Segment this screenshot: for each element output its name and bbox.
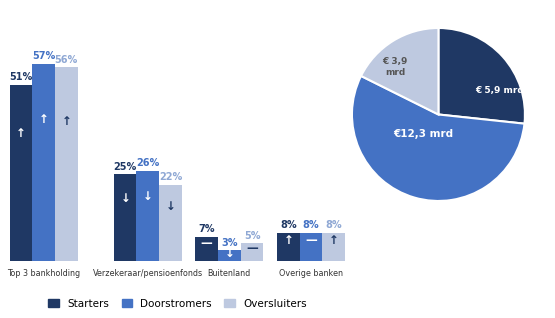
- Text: ↑: ↑: [283, 234, 293, 247]
- Text: 56%: 56%: [54, 55, 78, 65]
- Text: ↑: ↑: [16, 128, 26, 141]
- Text: ↓: ↓: [165, 200, 175, 212]
- Text: ↑: ↑: [61, 115, 71, 128]
- Text: 22%: 22%: [159, 172, 182, 182]
- Text: ↓: ↓: [143, 190, 153, 203]
- Text: 26%: 26%: [136, 158, 159, 168]
- Text: 8%: 8%: [302, 220, 319, 230]
- Text: € 3,9
mrd: € 3,9 mrd: [382, 57, 408, 77]
- Bar: [195, 237, 218, 261]
- Text: 3%: 3%: [221, 238, 238, 248]
- Text: —: —: [246, 242, 258, 255]
- Text: Buitenland: Buitenland: [208, 269, 251, 278]
- Bar: [218, 250, 241, 261]
- Text: € 5,9 mrd: € 5,9 mrd: [475, 86, 523, 95]
- Bar: [300, 233, 322, 261]
- Text: 7%: 7%: [199, 224, 215, 234]
- Bar: [137, 171, 159, 261]
- Wedge shape: [352, 76, 524, 201]
- Text: 51%: 51%: [9, 72, 33, 82]
- Bar: [55, 67, 78, 261]
- Legend: Starters, Doorstromers, Oversluiters: Starters, Doorstromers, Oversluiters: [44, 294, 311, 313]
- Text: €12,3 mrd: €12,3 mrd: [393, 128, 453, 139]
- Text: 57%: 57%: [32, 51, 56, 61]
- Bar: [322, 233, 345, 261]
- Bar: [9, 85, 32, 261]
- Text: ↓: ↓: [120, 192, 130, 205]
- Text: 8%: 8%: [325, 220, 342, 230]
- Bar: [277, 233, 300, 261]
- Text: Top 3 bankholding: Top 3 bankholding: [7, 269, 80, 278]
- Text: —: —: [201, 237, 213, 250]
- Bar: [114, 175, 137, 261]
- Bar: [32, 64, 55, 261]
- Text: ↑: ↑: [39, 113, 48, 126]
- Text: ↓: ↓: [224, 247, 234, 260]
- Text: 5%: 5%: [244, 231, 260, 241]
- Wedge shape: [361, 28, 438, 114]
- Text: Overige banken: Overige banken: [279, 269, 343, 278]
- Text: —: —: [305, 234, 317, 247]
- Text: 25%: 25%: [114, 162, 137, 172]
- Text: Verzekeraar/pensioenfonds: Verzekeraar/pensioenfonds: [93, 269, 203, 278]
- Bar: [159, 185, 182, 261]
- Bar: [241, 244, 263, 261]
- Text: ↑: ↑: [329, 234, 339, 247]
- Wedge shape: [438, 28, 525, 124]
- Text: 8%: 8%: [280, 220, 296, 230]
